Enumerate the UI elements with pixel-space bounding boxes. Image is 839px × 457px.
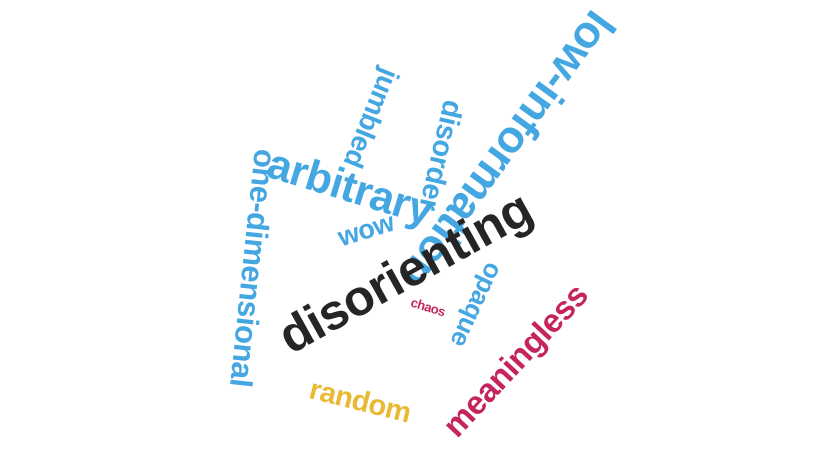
word-chaos: chaos (409, 294, 447, 320)
word-jumbled: jumbled (337, 64, 406, 173)
word-wow: wow (334, 206, 398, 253)
word-random: random (306, 373, 415, 430)
word-one-dimensional: one-dimensional (223, 147, 283, 389)
word-meaningless: meaningless (435, 276, 595, 444)
